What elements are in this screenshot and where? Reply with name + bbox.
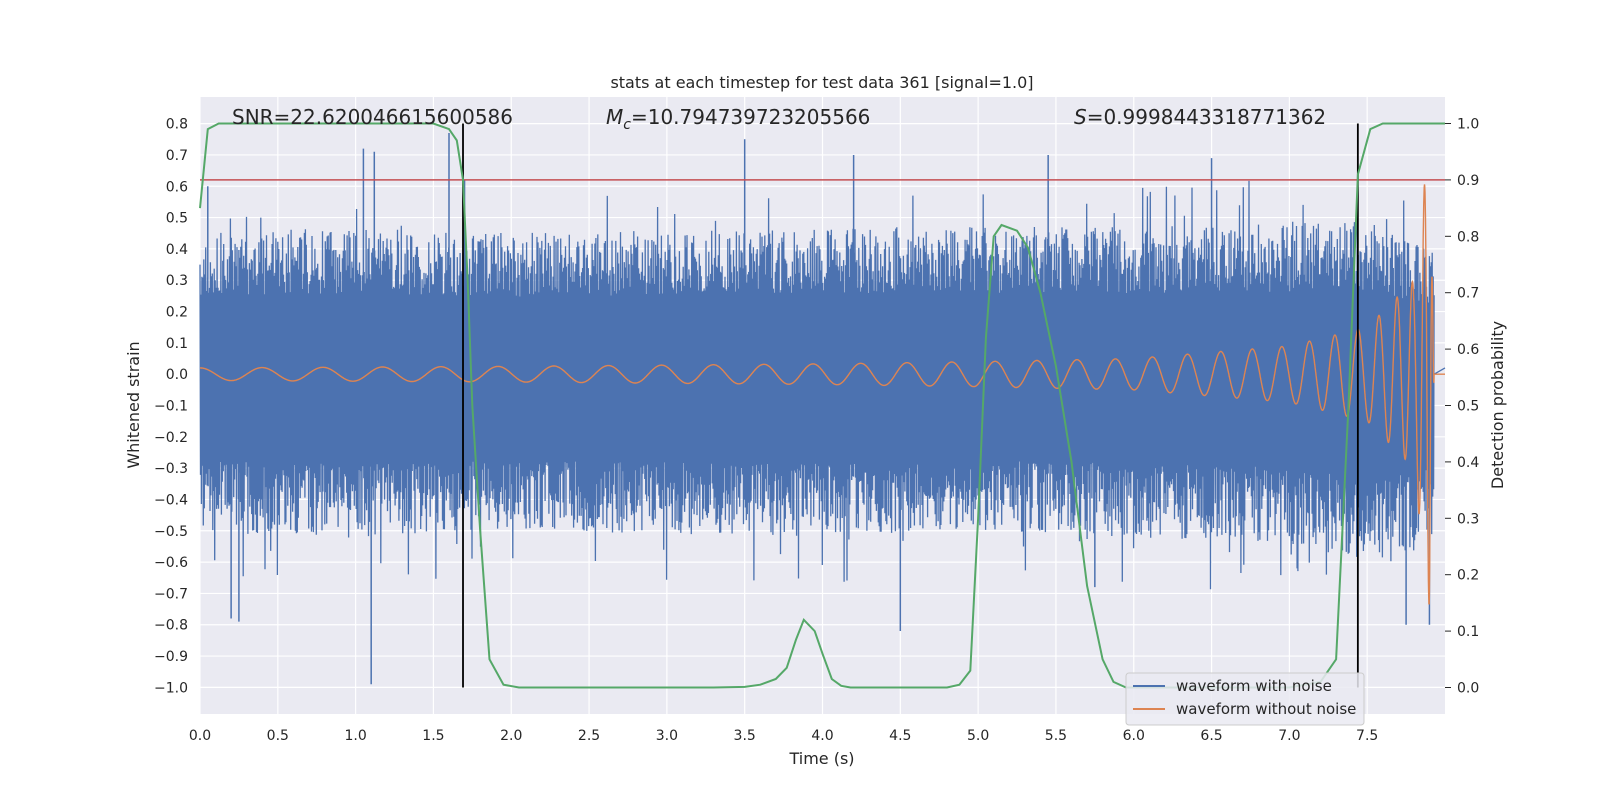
y-tick-label: −0.6 bbox=[154, 555, 188, 571]
chirp-mass-subscript: c bbox=[623, 117, 631, 133]
x-tick-label: 3.0 bbox=[656, 728, 678, 744]
y-tick-label: 0.7 bbox=[166, 148, 188, 164]
legend-box bbox=[1125, 672, 1365, 726]
y2-tick-label: 0.1 bbox=[1457, 624, 1479, 640]
legend-label-noise: waveform with noise bbox=[1176, 677, 1332, 695]
noise-waveform-line bbox=[199, 180, 1435, 590]
significance-value: =0.9998443318771362 bbox=[1087, 105, 1326, 129]
chirp-mass-value: =10.794739723205566 bbox=[631, 105, 870, 129]
y-tick-label: 0.8 bbox=[166, 117, 188, 133]
y2-tick-label: 0.0 bbox=[1457, 680, 1479, 696]
x-tick-label: 0.5 bbox=[267, 728, 289, 744]
y-tick-label: −0.7 bbox=[154, 586, 188, 602]
x-tick-label: 3.5 bbox=[734, 728, 756, 744]
y-tick-label: −0.5 bbox=[154, 524, 188, 540]
y-tick-label: −0.2 bbox=[154, 430, 188, 446]
x-tick-label: 5.0 bbox=[967, 728, 989, 744]
y-tick-label: −0.1 bbox=[154, 399, 188, 415]
y-tick-label: −0.3 bbox=[154, 461, 188, 477]
clean-waveform-line bbox=[200, 184, 1445, 605]
x-tick-label: 4.5 bbox=[889, 728, 911, 744]
noise-tail bbox=[1433, 367, 1446, 375]
x-tick-label: 0.0 bbox=[189, 728, 211, 744]
y-axis-label: Whitened strain bbox=[124, 341, 143, 468]
chirp-mass-symbol: M bbox=[606, 105, 623, 129]
y-tick-label: 0.3 bbox=[166, 273, 188, 289]
y2-tick-label: 0.7 bbox=[1457, 286, 1479, 302]
x-axis-label: Time (s) bbox=[788, 749, 854, 768]
y-tick-label: 0.2 bbox=[166, 305, 188, 321]
x-tick-label: 6.0 bbox=[1123, 728, 1145, 744]
x-tick-label: 2.0 bbox=[500, 728, 522, 744]
x-tick-label: 1.5 bbox=[422, 728, 444, 744]
y2-tick-label: 0.6 bbox=[1457, 342, 1479, 358]
legend-label-clean: waveform without noise bbox=[1176, 700, 1356, 718]
chart-title: stats at each timestep for test data 361… bbox=[610, 73, 1033, 92]
y-tick-label: 0.1 bbox=[166, 336, 188, 352]
chirp-waveform-layer bbox=[200, 184, 1445, 605]
y2-tick-label: 0.3 bbox=[1457, 511, 1479, 527]
x-tick-label: 7.0 bbox=[1278, 728, 1300, 744]
y2-tick-label: 0.4 bbox=[1457, 455, 1479, 471]
x-tick-label: 4.0 bbox=[811, 728, 833, 744]
y-tick-label: 0.4 bbox=[166, 242, 188, 258]
x-tick-label: 1.0 bbox=[344, 728, 366, 744]
chirp-mass-annotation: Mc=10.794739723205566 bbox=[606, 105, 870, 133]
y-tick-label: −1.0 bbox=[154, 680, 188, 696]
y2-tick-label: 0.2 bbox=[1457, 568, 1479, 584]
x-tick-label: 6.5 bbox=[1200, 728, 1222, 744]
x-tick-label: 2.5 bbox=[578, 728, 600, 744]
y-tick-label: 0.6 bbox=[166, 179, 188, 195]
x-tick-label: 7.5 bbox=[1356, 728, 1378, 744]
axes-layer: 0.0 0.5 1.0 1.5 2.0 2.5 3.0 3.5 4.0 4.5 5.0 5.5 6.0 6… bbox=[154, 117, 1479, 744]
y2-tick-label: 0.5 bbox=[1457, 399, 1479, 415]
x-tick-label: 5.5 bbox=[1045, 728, 1067, 744]
y2-tick-label: 0.9 bbox=[1457, 173, 1479, 189]
y2-axis-label: Detection probability bbox=[1488, 321, 1507, 489]
y-tick-label: 0.0 bbox=[166, 367, 188, 383]
y-tick-label: −0.4 bbox=[154, 492, 188, 508]
significance-symbol: S bbox=[1074, 105, 1087, 129]
y-tick-label: −0.9 bbox=[154, 649, 188, 665]
y2-tick-label: 0.8 bbox=[1457, 229, 1479, 245]
snr-annotation: SNR=22.620046615600586 bbox=[232, 105, 513, 129]
legend: waveform with noise waveform without noi… bbox=[1125, 672, 1365, 726]
y2-tick-label: 1.0 bbox=[1457, 117, 1479, 133]
y-tick-label: −0.8 bbox=[154, 618, 188, 634]
significance-annotation: S=0.9998443318771362 bbox=[1074, 105, 1326, 129]
y-tick-label: 0.5 bbox=[166, 211, 188, 227]
